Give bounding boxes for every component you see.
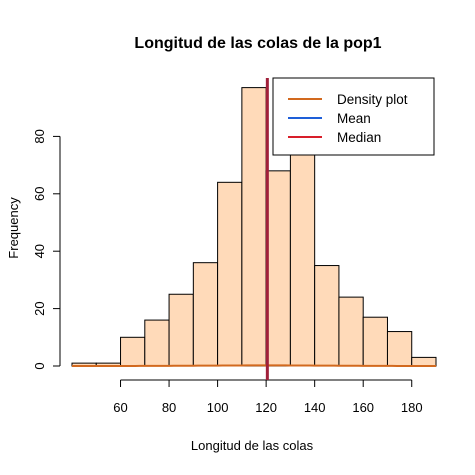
histogram-bar — [265, 170, 291, 367]
histogram-bar — [362, 316, 388, 367]
y-tick-label: 80 — [32, 129, 47, 143]
x-tick-label: 100 — [207, 400, 229, 415]
x-tick-label: 180 — [401, 400, 423, 415]
x-tick-label: 60 — [113, 400, 127, 415]
histogram-bar — [217, 181, 243, 367]
x-axis: 60 80 100 120 140 160 180 — [113, 379, 423, 415]
x-tick-label: 80 — [162, 400, 176, 415]
legend-label: Mean — [337, 111, 371, 126]
histogram-bars — [71, 87, 437, 367]
x-axis-label: Longitud de las colas — [191, 438, 314, 453]
x-tick-label: 120 — [255, 400, 277, 415]
y-tick-label: 60 — [32, 187, 47, 201]
y-tick-label: 0 — [32, 362, 47, 369]
y-tick-label: 20 — [32, 301, 47, 315]
legend-box — [272, 77, 435, 156]
legend-label: Density plot — [337, 92, 408, 107]
histogram-bar — [192, 262, 219, 367]
chart-title: Longitud de las colas de la pop1 — [134, 35, 381, 52]
histogram-bar — [241, 87, 267, 367]
legend: Density plot Mean Median — [272, 77, 435, 156]
histogram-bar — [411, 356, 437, 367]
histogram-bar — [289, 147, 316, 367]
x-tick-label: 160 — [352, 400, 374, 415]
y-axis: 0 20 40 60 80 — [32, 129, 61, 370]
density-plot — [71, 364, 437, 367]
y-tick-label: 40 — [32, 244, 47, 258]
legend-label: Median — [337, 130, 381, 145]
histogram-bar — [120, 336, 146, 367]
y-axis-label: Frequency — [6, 197, 21, 259]
density-curve — [71, 364, 437, 367]
histogram-bar — [314, 265, 340, 367]
histogram-bar — [144, 319, 170, 367]
x-tick-label: 140 — [304, 400, 326, 415]
histogram-bar — [386, 331, 413, 367]
histogram-bar — [168, 293, 194, 367]
histogram-bar — [338, 296, 364, 367]
